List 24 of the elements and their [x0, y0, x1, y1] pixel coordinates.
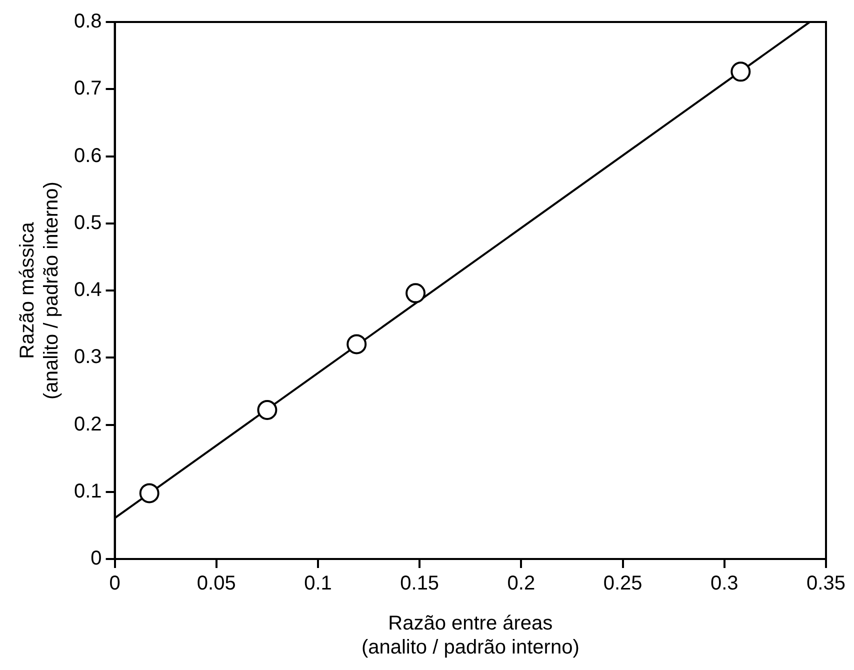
y-axis-title: Razão mássica (analito / padrão interno) [16, 182, 63, 400]
point [139, 483, 160, 504]
point [346, 334, 367, 354]
y-tick-label: 0.3 [74, 346, 102, 368]
y-tick-label: 0 [90, 548, 102, 570]
x-tick-label: 0.3 [710, 572, 738, 595]
y-tick-label: 0.4 [74, 279, 102, 302]
y-tick-label: 0.2 [74, 413, 102, 436]
x-tick-label: 0.15 [400, 572, 440, 595]
x-tick-label: 0.25 [603, 572, 642, 595]
x-tick-label: 0.1 [304, 572, 332, 595]
point [257, 400, 278, 420]
point [406, 283, 426, 304]
point [730, 62, 751, 82]
x-axis-title: Razão entre áreas (analito / padrão interno) [361, 612, 580, 659]
y-tick-label: 0.7 [74, 78, 102, 100]
y-tick-label: 0.8 [74, 10, 102, 33]
x-tick-label: 0.35 [806, 572, 846, 595]
y-tick-label: 0.5 [74, 212, 102, 234]
x-tick-label: 0.2 [507, 572, 536, 595]
x-tick-label: 0 [109, 572, 120, 595]
y-tick-label: 0.1 [74, 480, 102, 502]
y-tick-label: 0.6 [74, 144, 102, 167]
x-tick-label: 0.05 [196, 572, 236, 595]
